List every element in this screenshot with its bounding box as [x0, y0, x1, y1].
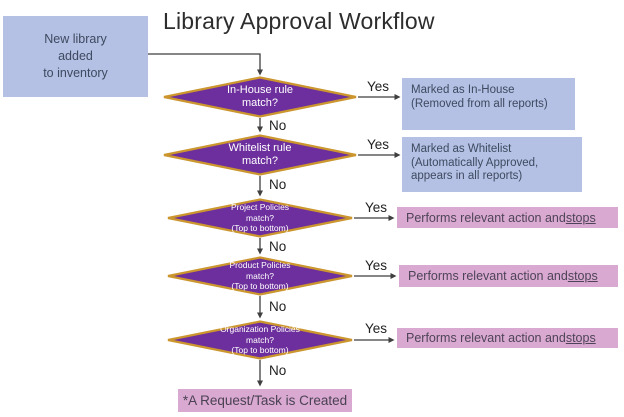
outcome-product-action: Performs relevant action and stops	[399, 265, 618, 287]
outcome-project-action: Performs relevant action and stops	[397, 207, 618, 228]
outcome-marked-in-house-label: Marked as In-House (Removed from all rep…	[411, 84, 548, 110]
yes-label-in-house: Yes	[367, 79, 390, 94]
decision-product-policies: Product Policies match? (Top to bottom)	[166, 256, 354, 296]
no-label-product: No	[269, 299, 287, 314]
yes-label-product: Yes	[365, 258, 388, 273]
outcome-project-action-stops: stops	[565, 210, 596, 225]
no-label-whitelist: No	[269, 177, 287, 192]
no-label-in-house: No	[269, 118, 287, 133]
diamond-shape	[167, 256, 353, 296]
no-label-organization: No	[269, 363, 287, 378]
diamond-shape	[167, 320, 353, 360]
end-node-label: *A Request/Task is Created	[182, 393, 348, 408]
yes-label-organization: Yes	[365, 321, 388, 336]
yes-label-whitelist: Yes	[367, 137, 390, 152]
decision-whitelist-rule-label: Whitelist rule match?	[228, 141, 292, 168]
no-label-project: No	[269, 239, 287, 254]
outcome-marked-whitelist-label: Marked as Whitelist (Automatically Appro…	[411, 143, 539, 182]
outcome-project-action-text: Performs relevant action and	[406, 210, 566, 225]
outcome-organization-action: Performs relevant action and stops	[397, 328, 618, 348]
yes-label-project: Yes	[365, 200, 388, 215]
decision-organization-policies-label: Organization Policies match? (Top to bot…	[220, 324, 300, 356]
outcome-marked-whitelist: Marked as Whitelist (Automatically Appro…	[402, 137, 582, 192]
decision-project-policies-label: Project Policies match? (Top to bottom)	[230, 202, 290, 234]
diagram-title: Library Approval Workflow	[163, 8, 435, 34]
decision-whitelist-rule: Whitelist rule match?	[162, 134, 358, 176]
start-node: New library added to inventory	[3, 16, 148, 97]
end-node: *A Request/Task is Created	[178, 389, 352, 412]
decision-in-house-rule: In-House rule match?	[162, 76, 358, 118]
diamond-shape	[163, 134, 357, 176]
outcome-organization-action-text: Performs relevant action and	[406, 331, 566, 345]
decision-project-policies: Project Policies match? (Top to bottom)	[166, 198, 354, 238]
outcome-marked-in-house: Marked as In-House (Removed from all rep…	[402, 78, 575, 130]
decision-organization-policies: Organization Policies match? (Top to bot…	[166, 320, 354, 360]
decision-product-policies-label: Product Policies match? (Top to bottom)	[229, 260, 291, 292]
outcome-product-action-text: Performs relevant action and	[408, 269, 568, 283]
outcome-product-action-stops: stops	[567, 269, 598, 283]
diamond-shape	[167, 198, 353, 238]
decision-in-house-rule-label: In-House rule match?	[226, 83, 294, 110]
outcome-organization-action-stops: stops	[565, 331, 596, 345]
start-node-label: New library added to inventory	[43, 32, 108, 80]
diamond-shape	[163, 76, 357, 118]
